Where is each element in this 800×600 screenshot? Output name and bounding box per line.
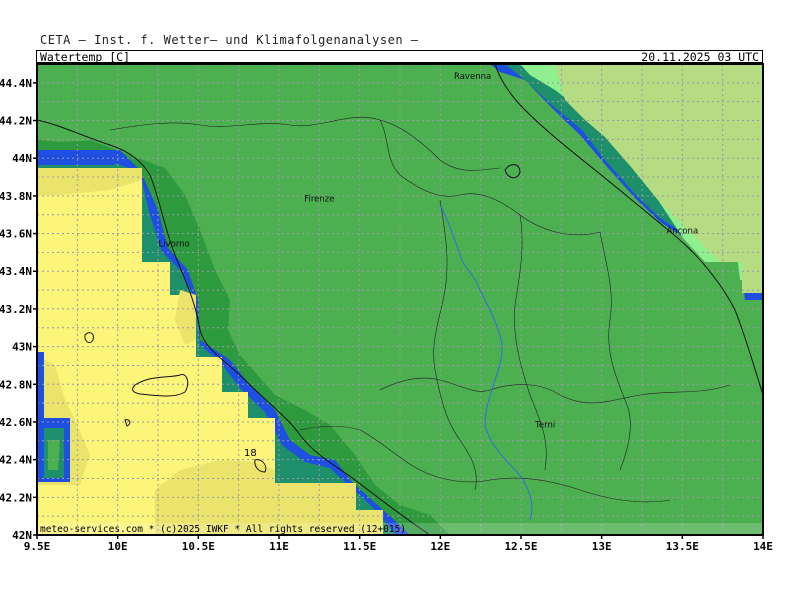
lon-tick-label: 13.5E [666,540,699,553]
lat-tick-label: 42.6N [0,416,32,429]
admin-borders [109,116,731,503]
lat-tick-label: 44N [12,152,32,165]
lat-tick-label: 42.8N [0,378,32,391]
lat-tick-label: 43N [12,341,32,354]
lon-tick-label: 11E [269,540,289,553]
city-label-firenze: Firenze [304,195,334,205]
lat-tick-label: 43.2N [0,303,32,316]
city-label-ancona: Ancona [666,227,698,237]
city-label-terni: Terni [534,421,555,431]
lat-tick-label: 42.2N [0,491,32,504]
city-label-livorno: Livorno [159,240,190,250]
lon-tick-label: 14E [753,540,773,553]
lat-tick-label: 42.4N [0,454,32,467]
yellow-dim-zone-1 [37,168,142,195]
info-bar: Watertemp [C] 20.11.2025 03 UTC [36,50,763,64]
lat-tick-label: 43.6N [0,228,32,241]
lat-tick-label: 44.2N [0,115,32,128]
adriatic-sea-pale [555,64,763,293]
lat-tick-label: 43.8N [0,190,32,203]
corsica-cape-land [48,440,60,470]
variable-label: Watertemp [C] [40,50,131,64]
datetime-label: 20.11.2025 03 UTC [641,50,759,64]
lat-tick-label: 43.4N [0,265,32,278]
lat-axis: 42N 42.2N 42.4N 42.6N 42.8N 43N 43.2N 43.4N 43.6… [0,77,37,542]
lon-tick-label: 13E [592,540,612,553]
map-frame [36,63,764,536]
lon-tick-label: 12E [430,540,450,553]
lon-tick-label: 11.5E [343,540,376,553]
city-label-ravenna: Ravenna [454,72,491,82]
yellow-dim-zone-2 [175,290,196,345]
footer-credit: meteo-services.com * (c)2025 IWKF * All … [40,524,406,535]
city-labels: Ravenna Firenze Livorno Ancona Terni [159,72,699,431]
contour-label: 18 [244,448,257,459]
lon-axis: 9.5E 10E 10.5E 11E 11.5E 12E 12.5E 13E 13.5E 14E [24,535,773,553]
grid-lines [37,64,763,535]
lon-tick-label: 10.5E [182,540,215,553]
coastlines [37,64,763,535]
tyrrhenian-yellow [37,168,383,535]
lat-tick-label: 42N [12,529,32,542]
lon-tick-label: 9.5E [24,540,51,553]
lon-tick-label: 12.5E [504,540,537,553]
lat-tick-label: 44.4N [0,77,32,90]
lon-tick-label: 10E [108,540,128,553]
ligurian-strip-blue [37,150,115,165]
map-layers: Ravenna Firenze Livorno Ancona Terni 18 mete… [37,64,763,535]
ligurian-top-land [37,64,200,142]
corsica-blue-strip [37,352,44,418]
map-title: CETA — Inst. f. Wetter— und Klimafolgena… [40,33,419,47]
rivers [439,204,533,521]
footer-strip [37,523,763,535]
